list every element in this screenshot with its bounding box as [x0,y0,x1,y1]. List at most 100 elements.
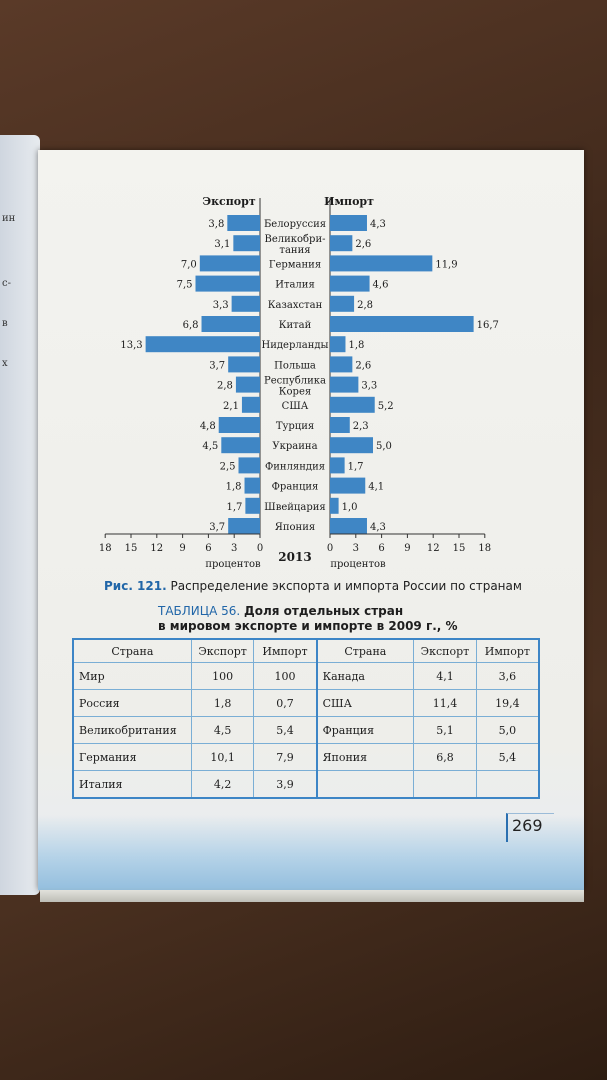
table-header-cell: Страна [315,638,415,663]
figure-caption-text: Распределение экспорта и импорта России … [170,579,522,593]
import-value-label: 11,9 [435,259,457,270]
prev-page-fragment: с- [2,278,11,289]
table-title-line2: в мировом экспорте и импорте в 2009 г., … [158,619,458,633]
table-row: Россия 1,8 0,7 США 11,4 19,4 [72,689,540,717]
import-bar [330,437,373,454]
import-bar [330,497,339,514]
trade-share-table: Страна Экспорт Импорт Страна Экспорт Имп… [72,638,540,799]
table-cell: 5,4 [253,716,318,744]
export-tick-label: 0 [257,543,263,554]
import-bar [330,215,367,231]
export-bar [244,477,260,494]
table-header-cell: Импорт [475,638,540,663]
import-value-label: 1,7 [348,461,364,472]
export-header: Экспорт [202,195,255,208]
export-bar [233,235,260,252]
country-label: США [282,401,309,412]
export-bar [145,336,260,353]
import-bar [330,457,345,474]
import-tick-label: 18 [478,543,491,554]
import-bar [330,356,353,373]
import-value-label: 16,7 [477,320,499,331]
export-value-label: 3,7 [209,522,225,533]
previous-page-edge: ин с- в х [0,135,40,895]
table-cell: 100 [190,662,255,690]
import-value-label: 4,3 [370,522,386,533]
export-value-label: 4,8 [200,421,216,432]
export-bar [199,255,260,272]
country-label: Польша [274,360,316,371]
import-tick-label: 9 [404,543,410,554]
table-cell: 19,4 [475,689,540,717]
import-header: Импорт [324,195,374,208]
table-cell: 5,4 [475,743,540,771]
export-bar [238,457,260,474]
table-cell: Россия [72,689,192,717]
country-label: Казахстан [268,300,323,311]
table-cell: Великобритания [72,716,192,744]
country-label: Германия [269,259,321,270]
table-cell: Италия [72,770,192,799]
country-label: Белоруссия [264,219,326,230]
export-value-label: 7,5 [177,280,193,291]
export-bar [221,437,260,454]
export-bar [231,295,260,312]
table-cell [475,770,540,799]
prev-page-fragment: ин [2,213,16,224]
export-value-label: 3,3 [213,300,229,311]
country-label: Украина [272,441,317,452]
page-footer-band [38,815,584,890]
export-value-label: 3,1 [214,239,230,250]
table-title-line1: Доля отдельных стран [244,604,404,618]
table-row: Мир 100 100 Канада 4,1 3,6 [72,662,540,690]
country-label: Нидерланды [262,340,329,351]
import-value-label: 4,1 [368,482,384,493]
export-tick-label: 12 [150,543,163,554]
table-header-row: Страна Экспорт Импорт Страна Экспорт Имп… [72,638,540,663]
import-value-label: 3,3 [361,381,377,392]
export-bar [241,396,260,413]
country-label: Финляндия [265,461,325,472]
export-value-label: 7,0 [181,259,197,270]
table-row: Италия 4,2 3,9 [72,770,540,799]
import-value-label: 4,6 [373,280,389,291]
table-header-cell: Страна [72,638,192,663]
table-cell: 100 [253,662,318,690]
export-tick-label: 15 [125,543,138,554]
import-value-label: 2,6 [355,239,371,250]
export-value-label: 3,8 [208,219,224,230]
export-bar [195,275,260,292]
export-bar [201,316,260,332]
country-label: Япония [275,522,315,533]
import-bar [330,396,375,413]
figure-number: Рис. 121. [104,579,167,593]
import-tick-label: 0 [327,543,333,554]
table-row: Германия 10,1 7,9 Япония 6,8 5,4 [72,743,540,771]
export-tick-label: 6 [205,543,211,554]
export-bar [228,518,260,534]
export-bar [227,215,260,231]
import-value-label: 2,8 [357,300,373,311]
country-label: Республика Корея [264,376,326,398]
export-value-label: 1,7 [226,502,242,513]
export-tick-label: 9 [179,543,185,554]
import-tick-label: 15 [453,543,466,554]
table-cell: Франция [315,716,415,744]
table-cell: 3,6 [475,662,540,690]
import-value-label: 1,0 [342,502,358,513]
export-bar [218,417,260,433]
table-header-cell: Экспорт [413,638,477,663]
table-row: Великобритания 4,5 5,4 Франция 5,1 5,0 [72,716,540,744]
prev-page-fragment: х [2,358,8,369]
import-bar [330,518,367,534]
import-bar [330,255,433,272]
import-bar [330,316,474,332]
import-tick-label: 12 [427,543,440,554]
table-header-cell: Импорт [253,638,318,663]
table-cell: США [315,689,415,717]
export-value-label: 3,7 [209,360,225,371]
import-value-label: 4,3 [370,219,386,230]
table-number: ТАБЛИЦА 56. [158,604,241,618]
export-value-label: 6,8 [183,320,199,331]
table-cell: 4,1 [413,662,477,690]
